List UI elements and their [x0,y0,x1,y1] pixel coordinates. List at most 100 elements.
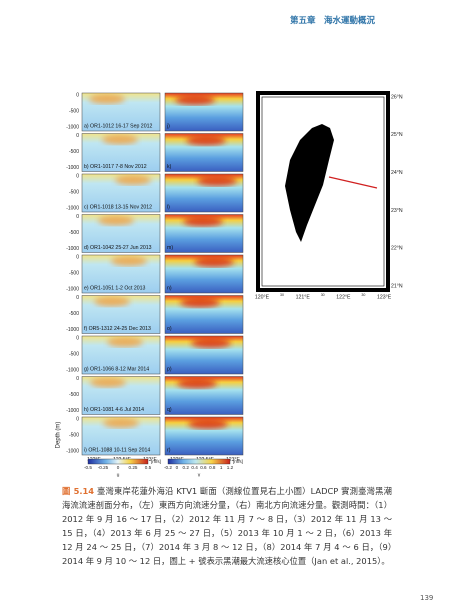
depth-tick: -500 [69,311,79,317]
colorbar-unit: [m/s] [233,459,243,464]
depth-tick: -500 [69,230,79,236]
map-inner-frame [261,96,385,287]
lat-label: 22°N [391,246,403,252]
taiwan [285,124,334,242]
depth-tick: -500 [69,108,79,114]
depth-tick: 0 [76,133,79,139]
v-core [191,338,231,348]
lon-label: 122°E [336,294,351,300]
lat-label: 25°N [391,132,403,138]
depth-tick: -1000 [66,165,79,171]
depth-tick: -500 [69,149,79,155]
chapter-header: 第五章 海水運動概況 [290,16,376,26]
u-core [89,94,125,104]
panel-label: p) [167,366,172,372]
depth-tick: 0 [76,376,79,382]
depth-tick: 0 [76,295,79,301]
depth-tick: -500 [69,392,79,398]
colorbar-tick: 1 [220,465,223,470]
depth-tick: -1000 [66,246,79,252]
panel-label: l) [167,204,170,210]
lon-label: 120°E [255,294,270,300]
panel-label: h) OR1-1081 4-6 Jul 2014 [84,407,144,413]
colorbar-tick: 0.25 [129,465,138,470]
v-core [186,135,226,146]
caption-text: 臺灣東岸花蓮外海沿 KTV1 斷面（測線位置見右上小圖）LADCP 實測臺灣黑潮… [62,486,392,566]
u-core [94,296,130,307]
depth-tick: 0 [76,416,79,422]
depth-tick: -500 [69,432,79,438]
colorbar [167,458,231,465]
depth-tick: -500 [69,270,79,276]
v-core [175,95,215,105]
panel-label: k) [167,164,172,170]
panel-label: g) OR1-1066 8-12 Mar 2014 [84,366,149,372]
lon-label: 121°E [296,294,311,300]
panel-label: j) [166,123,170,129]
depth-tick: -1000 [66,205,79,211]
colorbar-tick: 0 [117,465,120,470]
depth-label: Depth (m) [56,422,62,449]
map-frame [256,91,390,292]
panel-label: r) [167,447,171,453]
lon-label: 123°E [377,294,392,300]
u-core [107,337,143,347]
ktv1-line [328,176,378,189]
lon-tick: 123°E [226,457,240,463]
depth-tick: -1000 [66,408,79,414]
depth-tick: 0 [76,173,79,179]
lat-label: 24°N [391,170,403,176]
colorbar-tick: -0.5 [84,465,92,470]
depth-tick: 0 [76,214,79,220]
depth-tick: -1000 [66,327,79,333]
map [256,91,390,292]
u-core [111,256,147,266]
panel-label: o) [167,326,172,332]
panel-label: d) OR1-1042 25-27 Jun 2013 [84,245,152,251]
panel-label: q) [167,407,172,413]
depth-tick: -1000 [66,124,79,130]
u-core [103,418,139,428]
colorbar [87,458,149,465]
panel-label: a) OR1-1012 16-17 Sep 2012 [84,123,152,129]
u-core [90,377,126,388]
v-core [180,297,220,308]
panel-label: m) [167,245,173,251]
panel-label: f) OR5-1312 24-25 Dec 2013 [84,326,151,332]
figure-number: 圖 5.14 [62,486,95,496]
panel-label: c) OR1-1018 13-15 Nov 2012 [84,204,152,210]
u-core [115,175,151,185]
minor-label: 30 [280,293,284,297]
colorbar-name: u [117,472,120,478]
lat-label: 21°N [391,283,403,289]
caption: 圖 5.14 臺灣東岸花蓮外海沿 KTV1 斷面（測線位置見右上小圖）LADCP… [62,484,392,568]
u-core [98,215,134,226]
depth-tick: 0 [76,92,79,98]
depth-tick: -1000 [66,286,79,292]
panel-label: i) OR1-1088 10-11 Sep 2014 [84,447,150,453]
v-core [194,257,234,267]
lon-tick: 123°E [143,457,157,463]
depth-tick: 0 [76,335,79,341]
colorbar-tick: 0.6 [200,465,207,470]
colorbar-tick: 0.2 [183,465,190,470]
colorbar-tick: 0.5 [145,465,152,470]
depth-tick: -500 [69,189,79,195]
colorbar-tick: -0.25 [98,465,109,470]
depth-tick: 0 [76,254,79,260]
colorbar-name: v [198,472,201,478]
v-core [183,216,223,227]
page-number: 139 [420,594,434,602]
depth-tick: -1000 [66,448,79,454]
colorbar-tick: 0.4 [191,465,198,470]
colorbar-tick: 0 [176,465,179,470]
lat-label: 26°N [391,94,403,100]
colorbar-unit: [m/s] [151,459,161,464]
colorbar-tick: -0.2 [164,465,172,470]
panel-label: b) OR1-1017 7-8 Nov 2012 [84,164,147,170]
v-core [197,176,237,186]
lat-label: 23°N [391,208,403,214]
minor-label: 30 [361,293,365,297]
